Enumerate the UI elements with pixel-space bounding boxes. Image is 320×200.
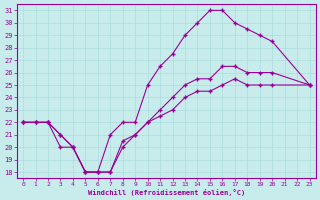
X-axis label: Windchill (Refroidissement éolien,°C): Windchill (Refroidissement éolien,°C) bbox=[88, 189, 245, 196]
